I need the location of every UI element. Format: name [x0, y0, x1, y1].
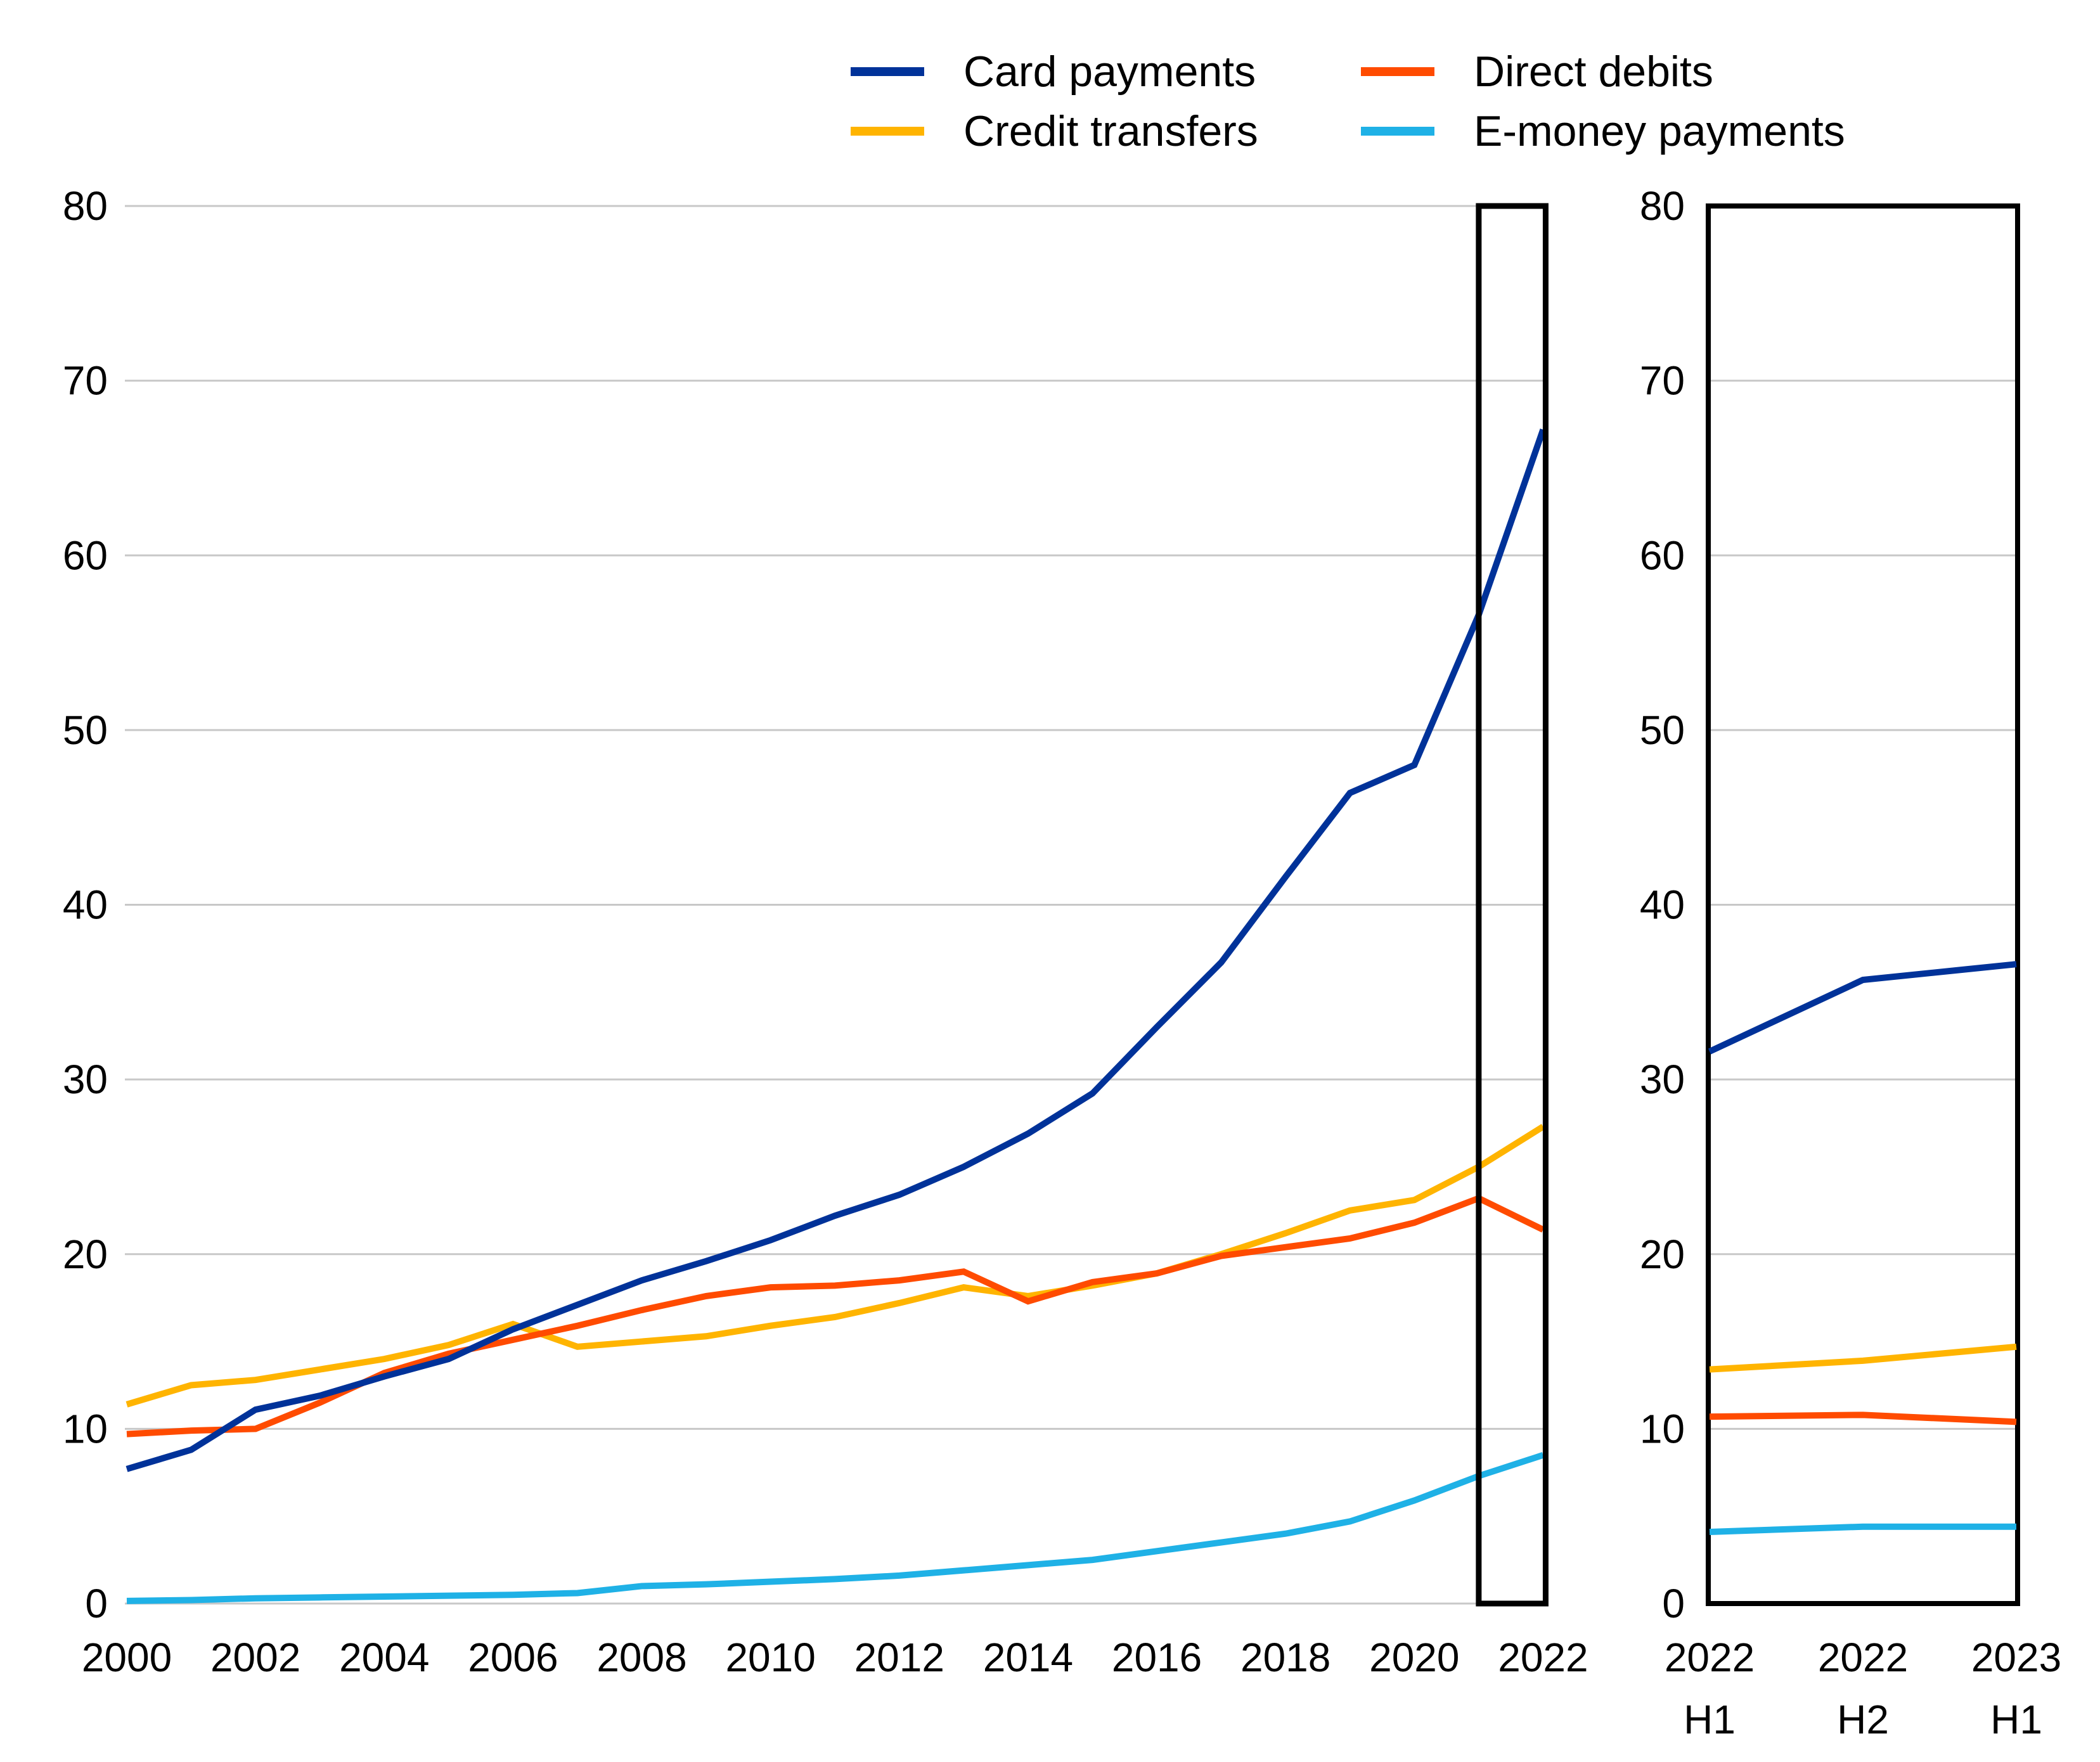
legend-label-card-payments: Card payments	[963, 48, 1256, 96]
right-y-tick-label: 40	[1640, 882, 1685, 928]
legend-swatch-direct-debits	[1361, 67, 1434, 76]
main-y-tick-label: 60	[63, 532, 108, 578]
highlight-box	[1476, 203, 1549, 1607]
legend-label-direct-debits: Direct debits	[1474, 48, 1713, 96]
legend-item-emoney-payments: E-money payments	[1361, 101, 1845, 161]
right-series-line-emoney	[1709, 1523, 2016, 1535]
main-y-tick-label: 10	[63, 1406, 108, 1451]
right-x-tick-label-half: H2	[1837, 1697, 1889, 1742]
legend-item-direct-debits: Direct debits	[1361, 42, 1845, 101]
right-series-line-card	[1708, 961, 2017, 1055]
legend-swatch-card-payments	[851, 67, 924, 76]
right-x-tick-label-year: 2023	[1971, 1635, 2061, 1680]
main-x-tick-label: 2008	[596, 1635, 686, 1680]
legend-item-card-payments: Card payments	[851, 42, 1361, 101]
main-x-tick-label: 2006	[468, 1635, 558, 1680]
legend-label-emoney-payments: E-money payments	[1474, 107, 1845, 155]
main-y-tick-label: 20	[63, 1231, 108, 1277]
main-x-tick-label: 2004	[339, 1635, 429, 1680]
legend-label-credit-transfers: Credit transfers	[963, 107, 1258, 155]
main-x-tick-label: 2016	[1112, 1635, 1202, 1680]
main-y-tick-label: 0	[85, 1581, 108, 1626]
main-x-tick-label: 2020	[1369, 1635, 1459, 1680]
right-x-tick-label-year: 2022	[1665, 1635, 1755, 1680]
legend-swatch-credit-transfers	[851, 127, 924, 136]
right-y-tick-label: 20	[1640, 1231, 1685, 1277]
main-y-tick-label: 50	[63, 707, 108, 753]
legend-item-credit-transfers: Credit transfers	[851, 101, 1361, 161]
main-x-tick-label: 2018	[1240, 1635, 1330, 1680]
main-x-tick-label: 2022	[1498, 1635, 1588, 1680]
main-y-tick-label: 70	[63, 358, 108, 404]
right-x-tick-label-half: H1	[1990, 1697, 2042, 1742]
chart-legend: Card payments Direct debits Credit trans…	[851, 42, 1845, 161]
main-y-tick-label: 30	[63, 1057, 108, 1102]
main-x-tick-label: 2014	[983, 1635, 1073, 1680]
right-y-tick-label: 50	[1640, 707, 1685, 753]
main-x-tick-label: 2000	[82, 1635, 172, 1680]
series-line-credit	[126, 1124, 1545, 1408]
right-series-line-direct	[1709, 1412, 2017, 1425]
right-y-tick-label: 60	[1640, 532, 1685, 578]
right-y-tick-label: 80	[1640, 183, 1685, 229]
main-x-tick-label: 2002	[210, 1635, 300, 1680]
main-x-tick-label: 2010	[725, 1635, 815, 1680]
right-x-tick-label-year: 2022	[1818, 1635, 1908, 1680]
right-x-tick-label-half: H1	[1684, 1697, 1736, 1742]
legend-swatch-emoney-payments	[1361, 127, 1434, 136]
main-x-tick-label: 2012	[854, 1635, 944, 1680]
main-y-tick-label: 40	[63, 882, 108, 928]
right-y-tick-label: 0	[1662, 1581, 1685, 1626]
right-panel-frame	[1706, 203, 2020, 1606]
right-y-tick-label: 10	[1640, 1406, 1685, 1451]
series-line-card	[126, 428, 1547, 1472]
right-series-line-credit	[1709, 1343, 2017, 1373]
main-y-tick-label: 80	[63, 183, 108, 229]
series-line-emoney	[126, 1451, 1544, 1604]
right-y-tick-label: 30	[1640, 1057, 1685, 1102]
right-y-tick-label: 70	[1640, 358, 1685, 404]
